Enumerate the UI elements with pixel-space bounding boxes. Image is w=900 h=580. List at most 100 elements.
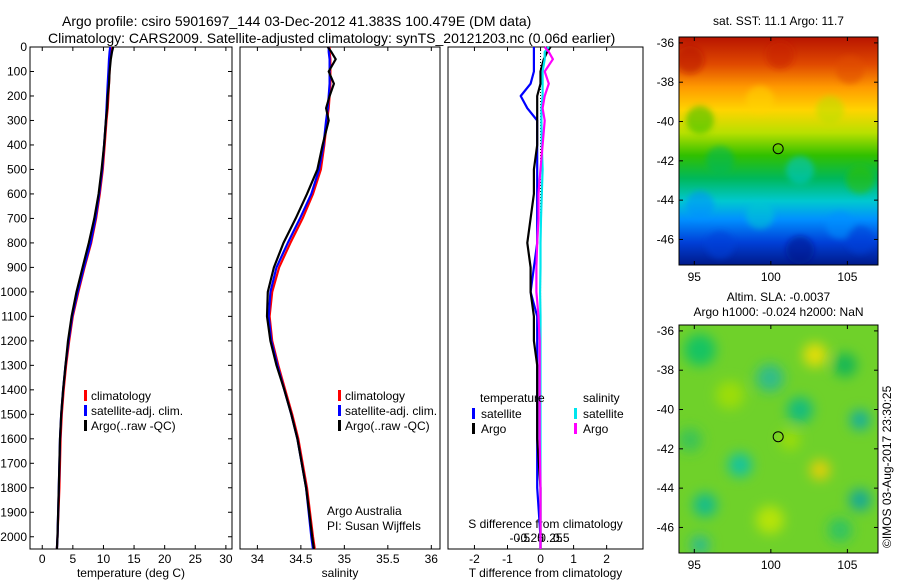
ytick-label: -44 — [657, 193, 675, 207]
sst-patch — [826, 211, 854, 239]
legend-label: climatology — [345, 389, 405, 403]
sla-patch — [787, 397, 813, 423]
legend-label: satellite-adj. clim. — [345, 404, 437, 418]
ytick-label: 1800 — [0, 481, 27, 495]
legend-label: climatology — [91, 389, 151, 403]
xtick2-label: 0.5 — [553, 531, 570, 545]
sla-patch — [780, 430, 800, 450]
sst-patch — [846, 166, 874, 194]
xtick-label: 34 — [251, 552, 265, 566]
sst-patch — [786, 236, 814, 264]
panel-temperature: 0100200300400500600700800900100011001200… — [0, 40, 233, 580]
ytick-label: 0 — [20, 40, 27, 54]
legend-label: satellite — [481, 407, 522, 421]
ytick-label: 600 — [7, 187, 27, 201]
sla-patch — [756, 364, 784, 392]
plot-frame-salinity — [239, 46, 441, 550]
ytick-label: 300 — [7, 113, 27, 127]
xtick-label: 34.5 — [289, 552, 313, 566]
ytick-label: -40 — [657, 115, 675, 129]
ytick-label: -46 — [657, 232, 675, 246]
sla-patch — [828, 518, 852, 542]
sst-patch — [846, 226, 874, 254]
ytick-label: 100 — [7, 64, 27, 78]
legend-label: Argo — [481, 422, 507, 436]
sla-patch — [756, 506, 784, 534]
xtick-label: 95 — [688, 270, 702, 284]
legend-swatch — [338, 420, 341, 431]
argo-location-marker — [772, 143, 784, 155]
xtick-label: -1 — [502, 552, 513, 566]
map-frame — [678, 324, 879, 554]
sla_map-field — [679, 325, 878, 553]
sst-patch — [706, 146, 734, 174]
series-line-temperature-argo — [526, 46, 552, 549]
sla-patch — [684, 334, 716, 366]
sla-patch — [850, 410, 870, 430]
ytick-label: -46 — [657, 520, 675, 534]
ytick-label: -38 — [657, 75, 675, 89]
legend-swatch — [338, 390, 341, 401]
sla-patch — [693, 493, 717, 517]
legend-swatch — [574, 408, 577, 419]
ytick-label: -36 — [657, 36, 675, 50]
legend-swatch — [338, 405, 341, 416]
legend-label: satellite — [583, 407, 624, 421]
sst-patch — [766, 41, 794, 69]
ytick-label: -36 — [657, 324, 675, 338]
legend-swatch — [472, 408, 475, 419]
xtick-label: 10 — [97, 552, 111, 566]
sla-patch — [716, 381, 744, 409]
panel-difference: -2 -1 0 1 2T difference from climatology -0.5… — [447, 46, 644, 580]
xtick2-label: 0.25 — [539, 531, 563, 545]
xtick-label: 0 — [537, 552, 544, 566]
xtick-label: 2 — [603, 552, 610, 566]
legend-swatch — [84, 405, 87, 416]
ytick-label: 500 — [7, 162, 27, 176]
xtick-label: 95 — [688, 558, 702, 572]
xtick-label: 30 — [219, 552, 233, 566]
map-title: sat. SST: 11.1 Argo: 11.7 — [713, 14, 844, 28]
ytick-label: 1900 — [0, 505, 27, 519]
xtick-label: 105 — [837, 270, 857, 284]
sla-patch — [679, 428, 702, 452]
ytick-label: -44 — [657, 481, 675, 495]
sla-texture — [679, 334, 871, 553]
series-line-salinity-argo — [535, 46, 555, 549]
sla-patch — [728, 453, 752, 477]
figure-title-line2: Climatology: CARS2009. Satellite-adjuste… — [48, 30, 616, 46]
ytick-label: 1400 — [0, 383, 27, 397]
xtick-label: 35 — [338, 552, 352, 566]
series-line-argo---raw--qc- — [55, 46, 115, 550]
map-title: Altim. SLA: -0.0037 — [727, 290, 831, 304]
legend-title-temperature: temperature — [480, 391, 545, 405]
xtick-label: 1 — [570, 552, 577, 566]
xtick-label: 100 — [761, 270, 781, 284]
xtick2-label: -0.25 — [517, 531, 545, 545]
sst_map-field — [679, 37, 878, 265]
ytick-label: 900 — [7, 260, 27, 274]
plot-frame-temperature — [29, 46, 233, 550]
ytick-label: 2000 — [0, 530, 27, 544]
ytick-label: 200 — [7, 89, 27, 103]
ytick-label: 800 — [7, 236, 27, 250]
legend-title-salinity: salinity — [583, 391, 620, 405]
legend-swatch — [84, 390, 87, 401]
map-subtitle: Argo h1000: -0.024 h2000: NaN — [693, 305, 863, 319]
sst-patch — [706, 231, 734, 259]
ytick-label: -42 — [657, 154, 675, 168]
plot-frame-difference — [447, 46, 644, 550]
ytick-label: -40 — [657, 403, 675, 417]
map-frame — [678, 36, 879, 266]
sla-patch — [810, 460, 830, 480]
sst-patch — [836, 56, 864, 84]
ytick-label: 700 — [7, 211, 27, 225]
ytick-label: 1100 — [1, 309, 27, 323]
annotation-text: PI: Susan Wijffels — [327, 519, 421, 533]
legend-label: Argo(..raw -QC) — [91, 419, 176, 433]
ytick-label: -38 — [657, 363, 675, 377]
sst-patch — [746, 201, 774, 229]
legend-label: Argo(..raw -QC) — [345, 419, 430, 433]
argo-location-marker — [772, 431, 784, 443]
